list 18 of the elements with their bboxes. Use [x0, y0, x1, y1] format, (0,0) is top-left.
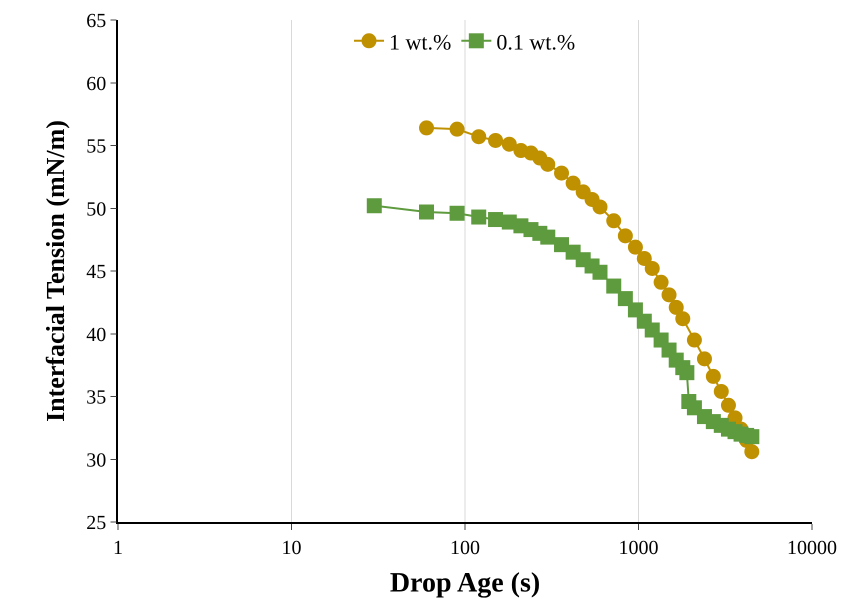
y-tick-label: 55	[86, 136, 106, 158]
y-tick-label: 35	[86, 386, 106, 408]
y-tick-label: 40	[86, 324, 106, 346]
y-tick-label: 45	[86, 261, 106, 283]
y-tick-label: 30	[86, 449, 106, 472]
x-tick-label: 1	[113, 536, 123, 559]
y-tick-label: 65	[86, 10, 106, 32]
x-tick-label: 10000	[787, 536, 837, 559]
y-axis-title: Interfacial Tension (mN/m)	[41, 120, 70, 422]
legend-label: 1 wt.%	[389, 29, 452, 54]
y-tick-label: 50	[86, 198, 106, 220]
y-tick-label: 25	[86, 512, 106, 534]
x-tick-label: 10	[282, 536, 302, 559]
legend-label: 0.1 wt.%	[496, 29, 576, 54]
y-tick-label: 60	[86, 72, 106, 95]
x-tick-label: 1000	[618, 536, 658, 559]
x-axis-title: Drop Age (s)	[390, 567, 540, 598]
x-tick-label: 100	[450, 536, 480, 559]
